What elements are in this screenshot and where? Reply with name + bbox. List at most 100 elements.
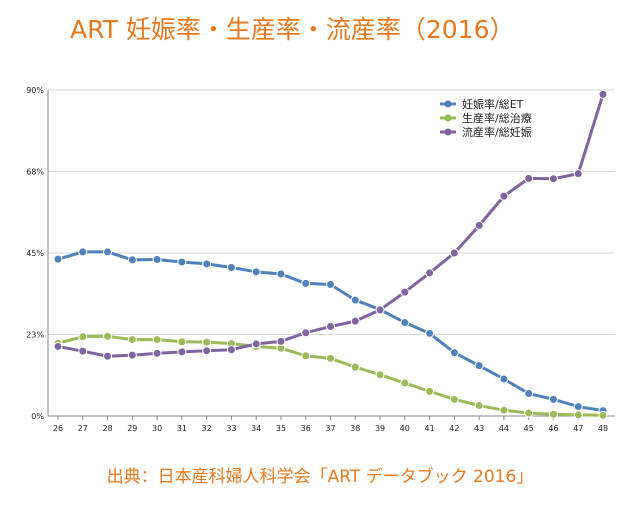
- series-1-point: [449, 348, 459, 358]
- series-1-point: [127, 255, 137, 265]
- series-3-point: [499, 191, 509, 201]
- legend-swatch-marker: [444, 100, 452, 108]
- series-3-point: [78, 346, 88, 356]
- series-3-point: [449, 248, 459, 258]
- x-tick-label: 31: [177, 424, 187, 433]
- x-tick-label: 39: [375, 424, 385, 433]
- series-2-point: [375, 370, 385, 380]
- series-1-point: [301, 278, 311, 288]
- series-2-point: [400, 378, 410, 388]
- series-2-point: [177, 337, 187, 347]
- series-2-point: [202, 337, 212, 347]
- series-3-point: [350, 316, 360, 326]
- series-line-2: [57, 334, 604, 417]
- x-tick-label: 46: [548, 424, 558, 433]
- chart-title: ART 妊娠率・生産率・流産率（2016）: [70, 15, 515, 44]
- series-1-point: [425, 328, 435, 338]
- x-tick-label: 26: [53, 424, 63, 433]
- series-3-point: [251, 339, 261, 349]
- series-1-point: [350, 295, 360, 305]
- series-1-point: [226, 262, 236, 272]
- x-tick-label: 47: [573, 424, 583, 433]
- series-3-point: [177, 347, 187, 357]
- x-tick-label: 29: [127, 424, 137, 433]
- x-tick-labels: 26 27 28 29 30 31 32 33 34 35 36 37 38 39 40 41 42 43 44 45…: [53, 424, 608, 433]
- legend-swatch-marker: [444, 114, 452, 122]
- series-2-point: [449, 394, 459, 404]
- series-line-1: [57, 250, 604, 413]
- series-3-point: [103, 351, 113, 361]
- series-1-point: [474, 361, 484, 371]
- x-tick-label: 43: [474, 424, 484, 433]
- series-1-point: [276, 269, 286, 279]
- x-tick-label: 42: [449, 424, 459, 433]
- series-2-point: [573, 410, 583, 420]
- series-1-point: [177, 257, 187, 267]
- y-tick-labels: 0% 23% 45% 68% 90%: [26, 86, 44, 421]
- series-1-point: [103, 247, 113, 257]
- x-tick-label: 36: [301, 424, 311, 433]
- series-1-point: [524, 389, 534, 399]
- y-tick-label: 0%: [31, 412, 44, 421]
- series-1-point: [53, 254, 63, 264]
- x-tick-label: 40: [400, 424, 410, 433]
- y-tick-label: 45%: [26, 249, 44, 258]
- series-3-point: [425, 268, 435, 278]
- series-1-point: [202, 259, 212, 269]
- series-3-point: [548, 174, 558, 184]
- series-3-point: [53, 341, 63, 351]
- legend-label: 生産率/総治療: [462, 111, 532, 125]
- x-tick-label: 37: [325, 424, 335, 433]
- series-3-point: [598, 89, 608, 99]
- x-tick-label: 45: [524, 424, 534, 433]
- series-3-point: [474, 220, 484, 230]
- x-tick-label: 35: [276, 424, 286, 433]
- series-3-point: [127, 350, 137, 360]
- y-tick-label: 23%: [26, 331, 44, 340]
- series-layer: [53, 89, 608, 420]
- series-2-point: [499, 405, 509, 415]
- series-2-point: [548, 409, 558, 419]
- legend-label: 流産率/総妊娠: [462, 125, 532, 139]
- series-1-point: [152, 255, 162, 265]
- series-3-point: [301, 328, 311, 338]
- series-1-point: [78, 247, 88, 257]
- series-3-point: [202, 346, 212, 356]
- legend-label: 妊娠率/総ET: [462, 97, 524, 111]
- series-2-point: [152, 335, 162, 345]
- x-tick-label: 27: [78, 424, 88, 433]
- x-tick-label: 41: [424, 424, 434, 433]
- series-1-point: [548, 394, 558, 404]
- series-3-point: [276, 336, 286, 346]
- series-3-point: [524, 173, 534, 183]
- series-3-point: [573, 169, 583, 179]
- source-note: 出典：日本産科婦人科学会「ART データブック 2016」: [106, 467, 534, 487]
- x-tick-label: 48: [598, 424, 608, 433]
- x-tick-label: 28: [102, 424, 112, 433]
- series-3-point: [152, 348, 162, 358]
- x-tick-label: 38: [350, 424, 360, 433]
- series-2-point: [127, 335, 137, 345]
- series-2-point: [425, 386, 435, 396]
- y-tick-label: 68%: [26, 168, 44, 177]
- series-1-point: [573, 402, 583, 412]
- y-tick-label: 90%: [26, 86, 44, 95]
- series-2-point: [598, 410, 608, 420]
- series-2-point: [78, 332, 88, 342]
- series-3-point: [226, 345, 236, 355]
- series-1-point: [499, 374, 509, 384]
- x-tick-label: 30: [152, 424, 162, 433]
- series-2-point: [103, 331, 113, 341]
- series-2-point: [301, 351, 311, 361]
- series-1-point: [251, 267, 261, 277]
- series-1-point: [326, 280, 335, 290]
- series-2-point: [474, 400, 484, 410]
- series-2-point: [524, 408, 534, 418]
- x-tick-label: 33: [226, 424, 236, 433]
- series-3-point: [400, 287, 410, 297]
- x-tick-label: 32: [202, 424, 212, 433]
- series-1-point: [400, 318, 410, 328]
- axes: [47, 90, 615, 420]
